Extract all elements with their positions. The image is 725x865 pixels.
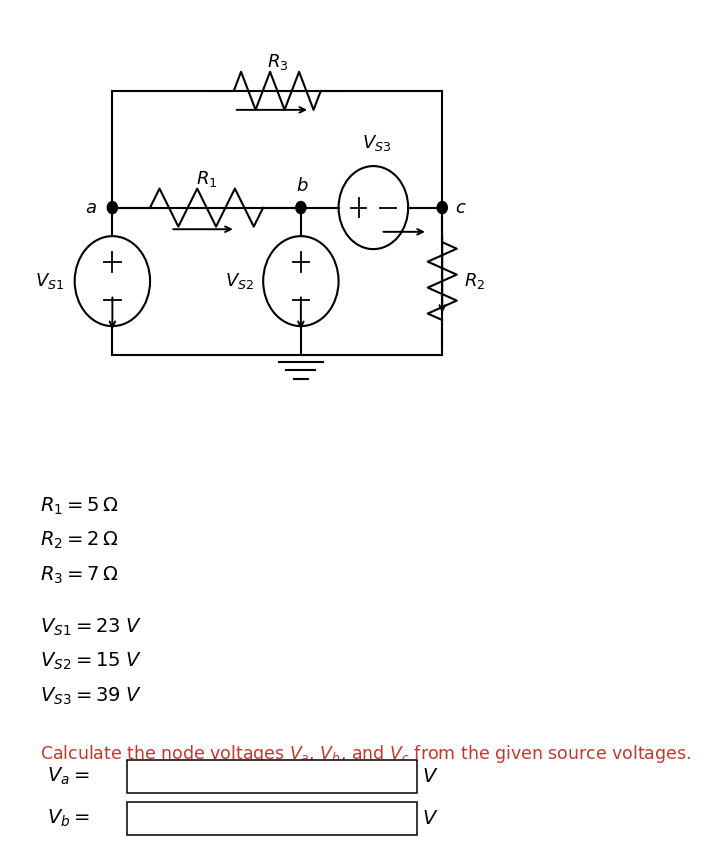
Text: $R_2$: $R_2$ (464, 271, 485, 292)
Circle shape (107, 202, 117, 214)
Text: $V_{S1} = 23\;V$: $V_{S1} = 23\;V$ (40, 617, 141, 638)
Text: $V_{S3} = 39\;V$: $V_{S3} = 39\;V$ (40, 686, 141, 707)
Text: $V_b =$: $V_b =$ (47, 808, 90, 829)
Text: Calculate the node voltages $V_a$, $V_b$, and $V_c$ from the given source voltag: Calculate the node voltages $V_a$, $V_b$… (40, 743, 691, 766)
Text: $c$: $c$ (455, 199, 466, 216)
Text: $R_3$: $R_3$ (267, 52, 288, 72)
FancyBboxPatch shape (127, 760, 417, 793)
Text: $V$: $V$ (422, 809, 439, 828)
Text: $a$: $a$ (85, 199, 96, 216)
Text: $V_{S3}$: $V_{S3}$ (362, 133, 392, 153)
Text: $V$: $V$ (422, 767, 439, 786)
FancyBboxPatch shape (127, 802, 417, 835)
Text: $R_3 = 7\,\Omega$: $R_3 = 7\,\Omega$ (40, 565, 118, 586)
Text: $R_1$: $R_1$ (196, 169, 217, 189)
Text: $b$: $b$ (296, 177, 309, 195)
Text: $V_{S1}$: $V_{S1}$ (35, 271, 64, 292)
Text: $R_1 = 5\,\Omega$: $R_1 = 5\,\Omega$ (40, 496, 118, 516)
Text: $V_{S2}$: $V_{S2}$ (225, 271, 254, 292)
Circle shape (437, 202, 447, 214)
Circle shape (296, 202, 306, 214)
Text: $V_a =$: $V_a =$ (47, 766, 90, 787)
Text: $V_{S2} = 15\;V$: $V_{S2} = 15\;V$ (40, 651, 141, 672)
Text: $R_2 = 2\,\Omega$: $R_2 = 2\,\Omega$ (40, 530, 118, 551)
